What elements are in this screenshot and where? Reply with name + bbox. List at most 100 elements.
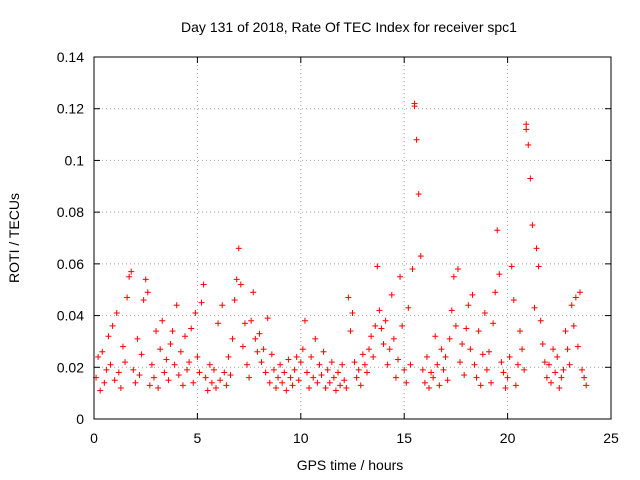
data-point [378,325,385,332]
data-point [463,325,470,332]
data-point [568,302,575,309]
data-point [423,353,430,360]
data-point [223,382,230,389]
data-point [117,384,124,391]
data-point [97,387,104,394]
data-point [374,263,381,270]
data-point [206,361,213,368]
data-point [467,346,474,353]
data-point [293,353,300,360]
plot-frame [93,56,612,420]
data-point [392,374,399,381]
data-point [318,372,325,379]
data-point [184,366,191,373]
data-point [452,322,459,329]
y-tick-label: 0.02 [57,359,84,375]
data-point [345,294,352,301]
data-point [504,374,511,381]
data-point [132,379,139,386]
y-tick-label: 0 [76,411,84,427]
y-tick-label: 0.14 [57,49,84,65]
data-point [275,374,282,381]
data-point [560,366,567,373]
data-point [401,366,408,373]
data-point [545,361,552,368]
data-point [339,361,346,368]
data-point [115,369,122,376]
data-point [407,361,414,368]
data-point [256,330,263,337]
data-point [506,353,513,360]
data-point [328,359,335,366]
data-point [138,351,145,358]
data-point [126,273,133,280]
data-point [426,384,433,391]
data-point [250,289,257,296]
data-point [260,346,267,353]
data-point [268,351,275,358]
data-point [171,361,178,368]
data-point [438,346,445,353]
data-point [219,302,226,309]
data-point [297,359,304,366]
data-point [461,372,468,379]
data-point [376,307,383,314]
data-point [450,273,457,280]
data-point [583,382,590,389]
data-point [479,351,486,358]
data-point [562,328,569,335]
data-point [103,366,110,373]
data-point [221,369,228,376]
data-point [529,222,536,229]
data-point [301,317,308,324]
data-point [227,372,234,379]
data-point [161,369,168,376]
data-point [198,299,205,306]
data-point [397,273,404,280]
data-point [190,379,197,386]
data-point [146,382,153,389]
data-point [215,320,222,327]
data-point [204,387,211,394]
data-point [175,372,182,379]
data-point [231,297,238,304]
data-point [459,341,466,348]
data-point [122,359,129,366]
data-point [405,304,412,311]
x-tick-labels: 0 5 10 15 20 25 [90,430,619,446]
data-point [440,366,447,373]
data-point [552,369,559,376]
chart-title: Day 131 of 2018, Rate Of TEC Index for r… [181,19,517,35]
data-point [111,377,118,384]
data-point [494,227,501,234]
data-point [498,359,505,366]
data-point [128,268,135,275]
data-point [353,374,360,381]
data-point [136,372,143,379]
x-axis-label: GPS time / hours [297,457,404,473]
data-point [109,322,116,329]
data-point [384,361,391,368]
data-point [237,281,244,288]
data-point [446,335,453,342]
data-point [335,369,342,376]
y-tick-label: 0.08 [57,204,84,220]
data-point [357,382,364,389]
y-tick-label: 0.1 [65,152,85,168]
data-point [523,126,530,133]
x-tick-label: 5 [194,430,202,446]
data-point [390,335,397,342]
data-point [235,245,242,252]
data-point [372,322,379,329]
data-point [399,322,406,329]
data-point [208,379,215,386]
data-point [155,384,162,391]
data-point [324,366,331,373]
data-point [351,359,358,366]
data-point [150,374,157,381]
data-point [508,263,515,270]
data-point [485,348,492,355]
data-point [436,382,443,389]
data-point [363,369,370,376]
data-point [554,353,561,360]
